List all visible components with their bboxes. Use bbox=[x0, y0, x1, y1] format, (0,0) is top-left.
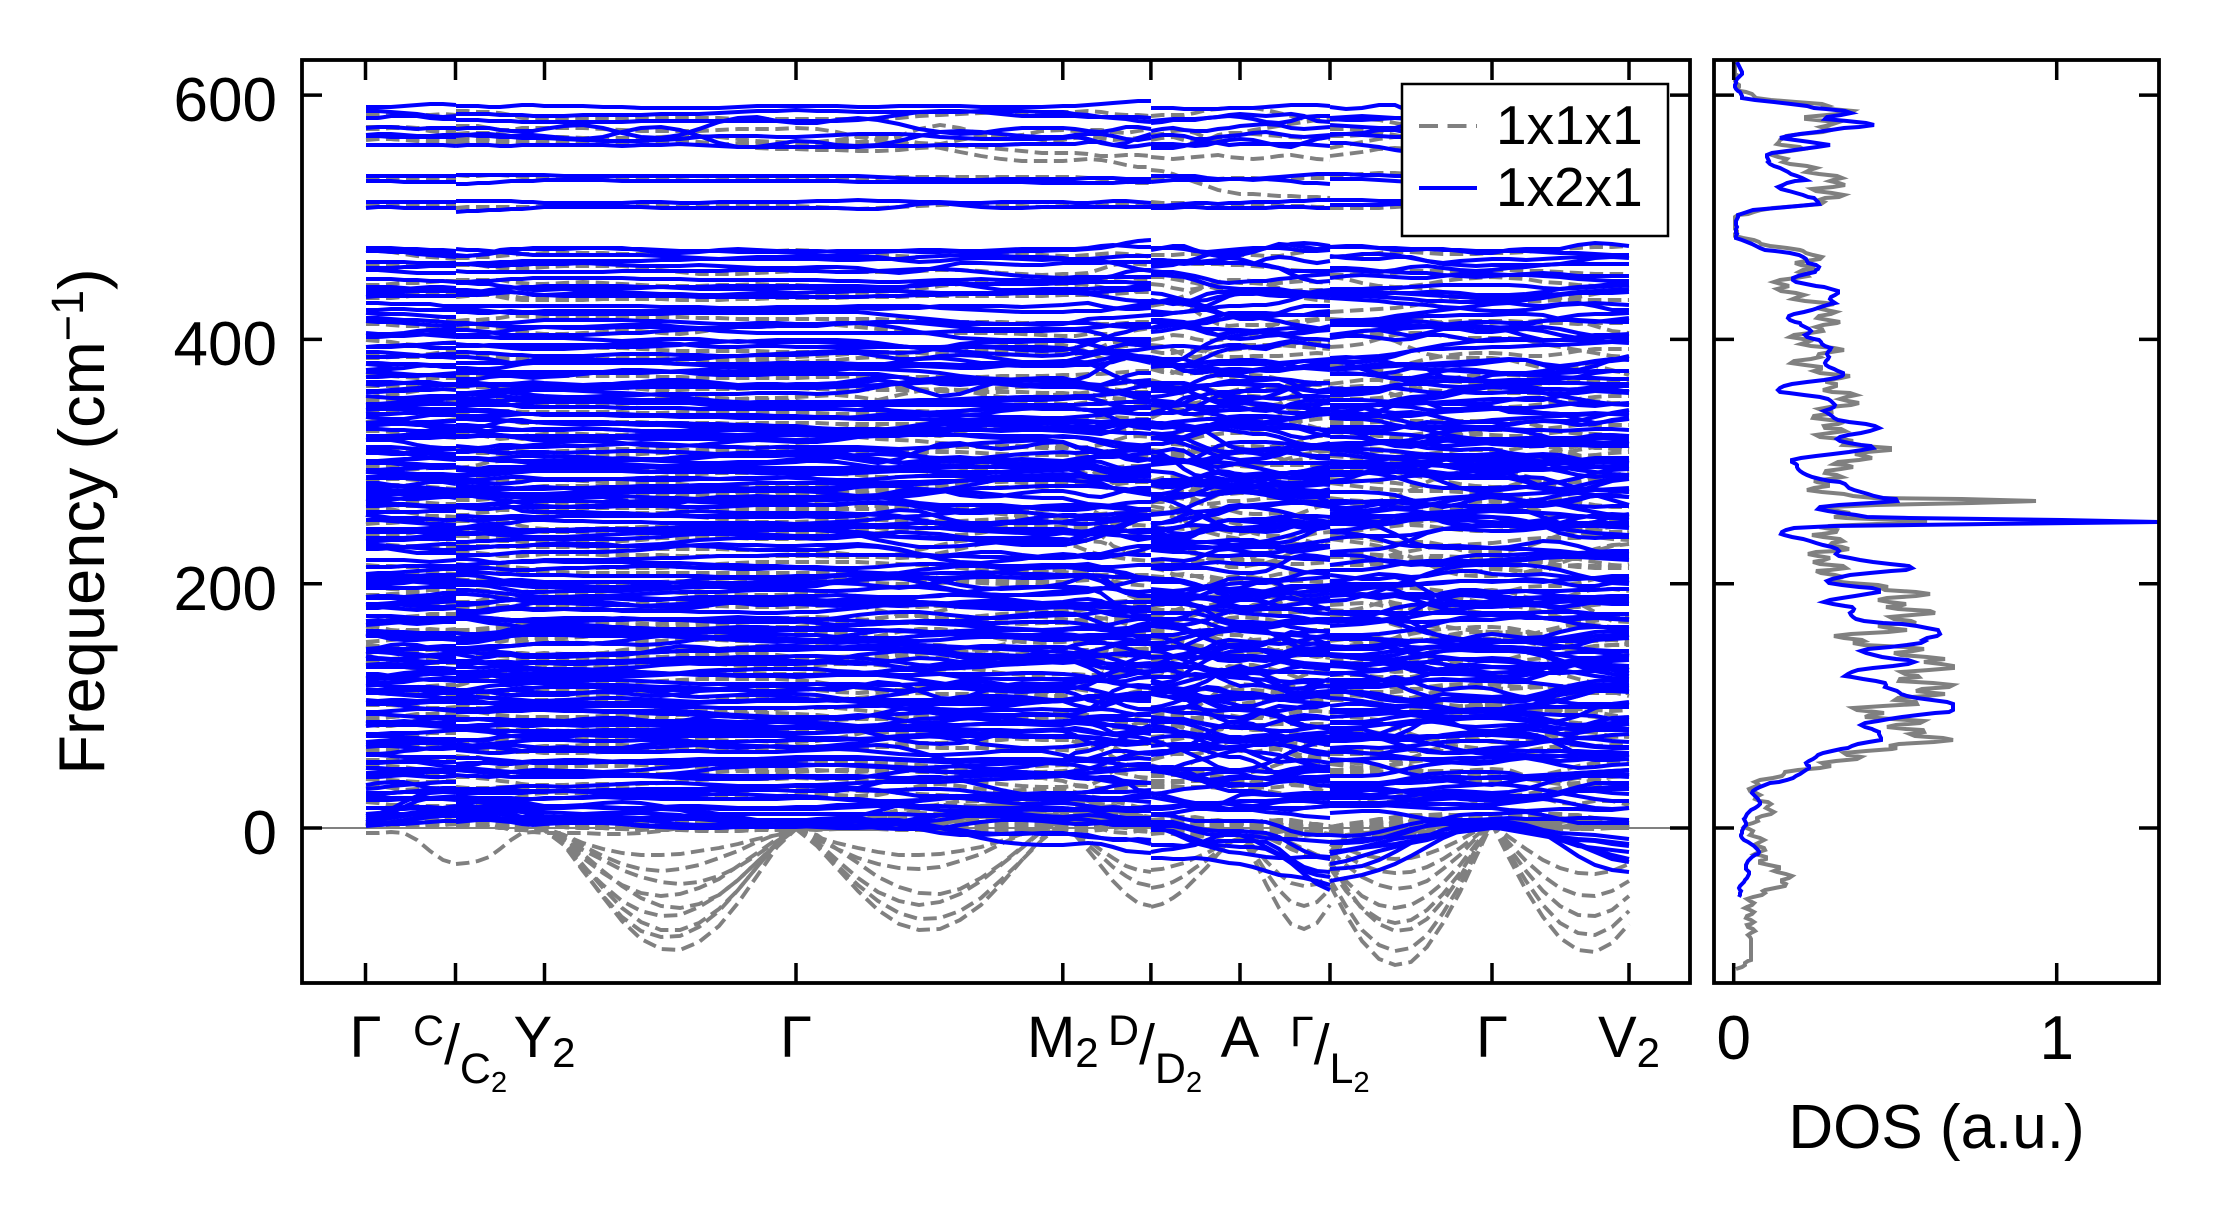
svg-text:200: 200 bbox=[174, 555, 277, 624]
svg-text:0: 0 bbox=[243, 799, 277, 868]
svg-text:Γ: Γ bbox=[350, 1005, 382, 1070]
svg-text:1x1x1: 1x1x1 bbox=[1496, 94, 1643, 156]
svg-text:0: 0 bbox=[1716, 1004, 1750, 1073]
svg-text:Γ: Γ bbox=[780, 1005, 812, 1070]
svg-text:A: A bbox=[1221, 1005, 1260, 1070]
svg-text:1x2x1: 1x2x1 bbox=[1496, 156, 1643, 218]
svg-text:1: 1 bbox=[2040, 1004, 2074, 1073]
svg-text:Frequency (cm−1): Frequency (cm−1) bbox=[42, 268, 118, 774]
svg-text:DOS (a.u.): DOS (a.u.) bbox=[1788, 1093, 2084, 1162]
svg-text:400: 400 bbox=[174, 310, 277, 379]
svg-text:Γ: Γ bbox=[1476, 1005, 1508, 1070]
svg-text:600: 600 bbox=[174, 66, 277, 135]
